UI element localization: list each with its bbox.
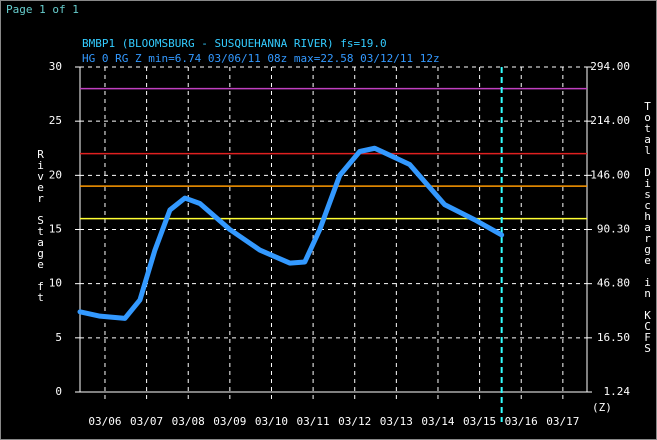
chart-title: BMBP1 (BLOOMSBURG - SUSQUEHANNA RIVER) f… xyxy=(82,37,387,50)
chart-subtitle: HG 0 RG Z min=6.74 03/06/11 08z max=22.5… xyxy=(82,52,440,65)
x-tick-label: 03/10 xyxy=(255,415,288,428)
y2-tick-label: 46.80 xyxy=(597,277,630,290)
x-tick-label: 03/08 xyxy=(172,415,205,428)
x-tick-label: 03/07 xyxy=(130,415,163,428)
x-tick-label: 03/06 xyxy=(88,415,121,428)
x-tick-label: 03/09 xyxy=(213,415,246,428)
x-tick-label: 03/17 xyxy=(546,415,579,428)
y-tick-label: 0 xyxy=(55,385,62,398)
y-tick-label: 25 xyxy=(49,114,62,127)
y2-axis-label: Total Discharge in KCFS xyxy=(641,100,654,353)
y-tick-label: 10 xyxy=(49,277,62,290)
y2-tick-label: 16.50 xyxy=(597,331,630,344)
y2-tick-label: 90.30 xyxy=(597,223,630,236)
y-axis-label: River Stage ft xyxy=(34,148,47,302)
y2-tick-label: 1.24 xyxy=(604,385,631,398)
y-tick-label: 30 xyxy=(49,60,62,73)
x-tick-label: 03/13 xyxy=(380,415,413,428)
y2-tick-label: 294.00 xyxy=(590,60,630,73)
stage-line xyxy=(77,145,505,321)
y2-tick-label: 214.00 xyxy=(590,114,630,127)
x-tick-label: 03/16 xyxy=(505,415,538,428)
y-tick-label: 15 xyxy=(49,223,62,236)
x-tick-label: 03/15 xyxy=(463,415,496,428)
x-tick-label: 03/11 xyxy=(297,415,330,428)
page-label: Page 1 of 1 xyxy=(6,3,79,16)
x-unit-label: (Z) xyxy=(592,401,612,414)
y-tick-label: 5 xyxy=(55,331,62,344)
x-tick-label: 03/12 xyxy=(338,415,371,428)
y2-tick-label: 146.00 xyxy=(590,168,630,181)
x-tick-label: 03/14 xyxy=(421,415,454,428)
y-tick-label: 20 xyxy=(49,168,62,181)
